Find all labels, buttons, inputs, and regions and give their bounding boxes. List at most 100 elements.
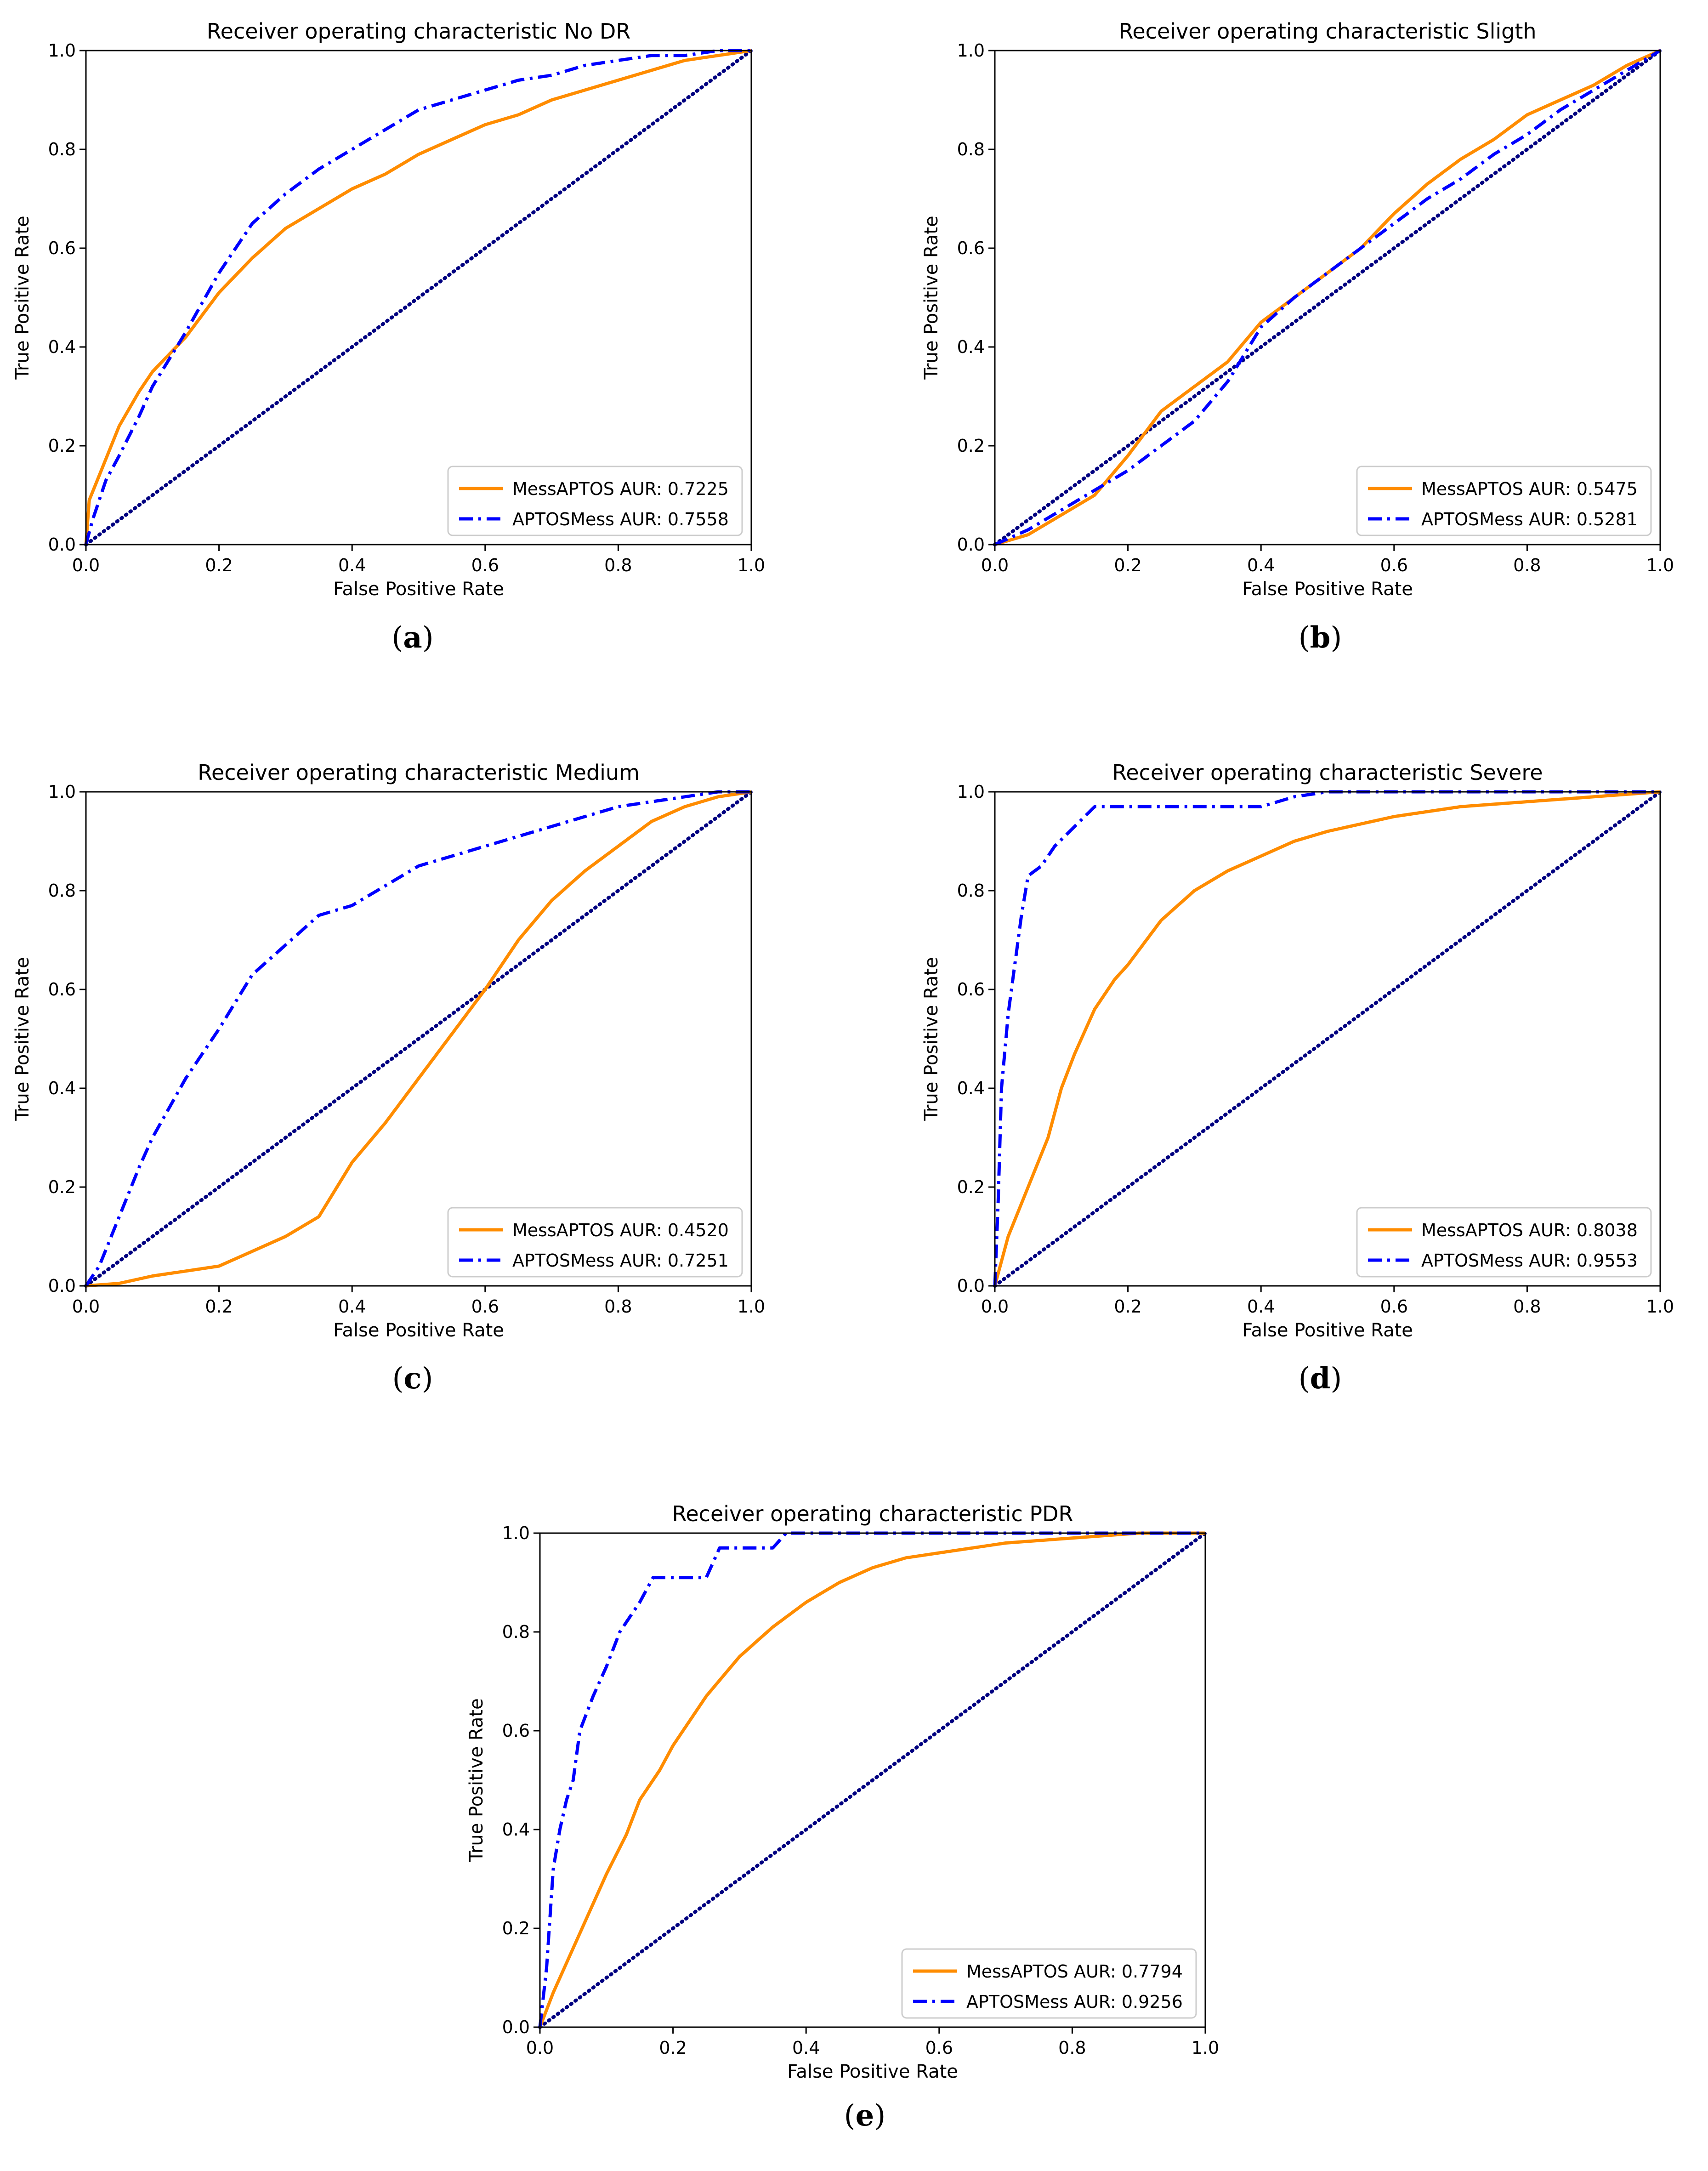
caption-c: (c) [392, 1361, 433, 1396]
y-axis-label: True Positive Rate [12, 957, 33, 1121]
chance-diagonal [84, 790, 753, 1288]
x-tick-label: 0.0 [981, 1296, 1009, 1317]
caption-b: (b) [1298, 620, 1342, 655]
x-tick-label: 0.0 [981, 555, 1009, 575]
series-line-aptosmess [85, 790, 751, 1287]
y-tick-label: 0.4 [957, 1078, 985, 1098]
legend-label: APTOSMess AUR: 0.9256 [966, 1992, 1183, 2012]
x-tick-label: 0.6 [1380, 555, 1408, 575]
x-tick-label: 0.0 [526, 2038, 554, 2058]
y-tick-label: 1.0 [48, 782, 76, 802]
x-axis-label: False Positive Rate [1242, 579, 1413, 600]
legend-label: MessAPTOS AUR: 0.7225 [512, 479, 729, 499]
series-line-messaptos [993, 790, 1661, 1286]
x-tick-label: 0.4 [792, 2038, 820, 2058]
y-tick-label: 0.8 [957, 139, 985, 159]
y-tick-label: 0.4 [48, 337, 76, 357]
axes-frame [85, 791, 752, 1287]
y-tick-label: 0.0 [957, 1276, 985, 1296]
chance-diagonal [993, 790, 1662, 1288]
x-tick-label: 0.6 [925, 2038, 953, 2058]
legend-label: MessAPTOS AUR: 0.5475 [1421, 479, 1638, 499]
axes-frame [539, 1532, 1206, 2028]
chart-title: Receiver operating characteristic No DR [207, 19, 630, 44]
series-line-aptosmess [84, 49, 751, 545]
y-tick-label: 0.8 [48, 881, 76, 901]
y-tick-label: 0.6 [957, 238, 985, 258]
y-tick-label: 0.4 [48, 1078, 76, 1098]
x-tick-label: 0.0 [72, 1296, 100, 1317]
x-tick-label: 0.6 [1380, 1296, 1408, 1317]
y-tick-label: 1.0 [502, 1523, 530, 1543]
x-tick-label: 1.0 [738, 1296, 765, 1317]
x-tick-label: 0.2 [1114, 555, 1141, 575]
legend-label: APTOSMess AUR: 0.7251 [512, 1250, 729, 1271]
chance-diagonal [84, 49, 753, 546]
legend: MessAPTOS AUR: 0.4520 APTOSMess AUR: 0.72… [447, 1207, 743, 1278]
series-line-aptosmess [538, 1531, 1205, 2028]
x-tick-label: 0.8 [1513, 1296, 1541, 1317]
legend-box [1356, 1207, 1652, 1278]
roc-chart-0: Receiver operating characteristic No DR 0… [12, 19, 765, 600]
y-tick-label: 0.8 [957, 881, 985, 901]
roc-chart-2: Receiver operating characteristic Medium… [12, 760, 765, 1341]
chart-title: Receiver operating characteristic Sligth [1118, 19, 1536, 44]
x-tick-label: 1.0 [1646, 1296, 1674, 1317]
axes-frame [994, 50, 1661, 546]
legend-label: MessAPTOS AUR: 0.4520 [512, 1220, 729, 1240]
x-tick-label: 0.6 [471, 555, 499, 575]
legend: MessAPTOS AUR: 0.7794 APTOSMess AUR: 0.92… [901, 1948, 1197, 2019]
y-axis-label: True Positive Rate [921, 957, 942, 1121]
legend-label: MessAPTOS AUR: 0.7794 [966, 1961, 1183, 1982]
y-tick-label: 0.4 [502, 1819, 530, 1840]
y-tick-label: 0.0 [502, 2017, 530, 2037]
legend-box [1356, 466, 1652, 536]
x-tick-label: 0.2 [1114, 1296, 1141, 1317]
roc-chart-3: Receiver operating characteristic Severe… [921, 760, 1674, 1341]
x-axis-label: False Positive Rate [333, 579, 504, 600]
series-line-messaptos [84, 49, 752, 545]
legend-label: MessAPTOS AUR: 0.8038 [1421, 1220, 1638, 1240]
legend: MessAPTOS AUR: 0.5475 APTOSMess AUR: 0.52… [1356, 466, 1652, 536]
legend-label: APTOSMess AUR: 0.5281 [1421, 509, 1638, 529]
x-tick-label: 0.4 [338, 555, 366, 575]
x-axis-label: False Positive Rate [787, 2061, 958, 2082]
series-line-messaptos [85, 790, 752, 1288]
x-tick-label: 1.0 [738, 555, 765, 575]
x-tick-label: 0.8 [604, 555, 632, 575]
x-tick-label: 0.0 [72, 555, 100, 575]
legend: MessAPTOS AUR: 0.8038 APTOSMess AUR: 0.95… [1356, 1207, 1652, 1278]
legend: MessAPTOS AUR: 0.7225 APTOSMess AUR: 0.75… [447, 466, 743, 536]
chance-diagonal [538, 1531, 1207, 2029]
chance-diagonal [993, 49, 1662, 546]
y-tick-label: 0.6 [48, 238, 76, 258]
y-tick-label: 0.2 [48, 436, 76, 456]
y-tick-label: 0.0 [48, 534, 76, 555]
y-tick-label: 0.6 [502, 1721, 530, 1741]
x-tick-label: 0.4 [1247, 1296, 1275, 1317]
series-line-aptosmess [993, 790, 1660, 1286]
series-line-messaptos [538, 1531, 1205, 2028]
y-tick-label: 1.0 [957, 40, 985, 61]
y-axis-label: True Positive Rate [466, 1698, 487, 1862]
x-tick-label: 1.0 [1192, 2038, 1219, 2058]
x-axis-label: False Positive Rate [333, 1320, 504, 1341]
y-axis-label: True Positive Rate [921, 216, 942, 380]
series-line-messaptos [994, 49, 1661, 546]
y-tick-label: 0.2 [502, 1918, 530, 1938]
legend-label: APTOSMess AUR: 0.7558 [512, 509, 729, 529]
x-axis-label: False Positive Rate [1242, 1320, 1413, 1341]
x-tick-label: 0.8 [1513, 555, 1541, 575]
axes-frame [85, 50, 752, 546]
legend-box [447, 466, 743, 536]
y-tick-label: 1.0 [48, 40, 76, 61]
x-tick-label: 1.0 [1646, 555, 1674, 575]
y-axis-label: True Positive Rate [12, 216, 33, 380]
x-tick-label: 0.8 [1058, 2038, 1086, 2058]
x-tick-label: 0.2 [659, 2038, 687, 2058]
roc-chart-4: Receiver operating characteristic PDR 0.0… [466, 1501, 1219, 2082]
legend-label: APTOSMess AUR: 0.9553 [1421, 1250, 1638, 1271]
caption-e: (e) [844, 2098, 886, 2133]
y-tick-label: 0.2 [957, 1177, 985, 1197]
y-tick-label: 0.8 [502, 1622, 530, 1642]
